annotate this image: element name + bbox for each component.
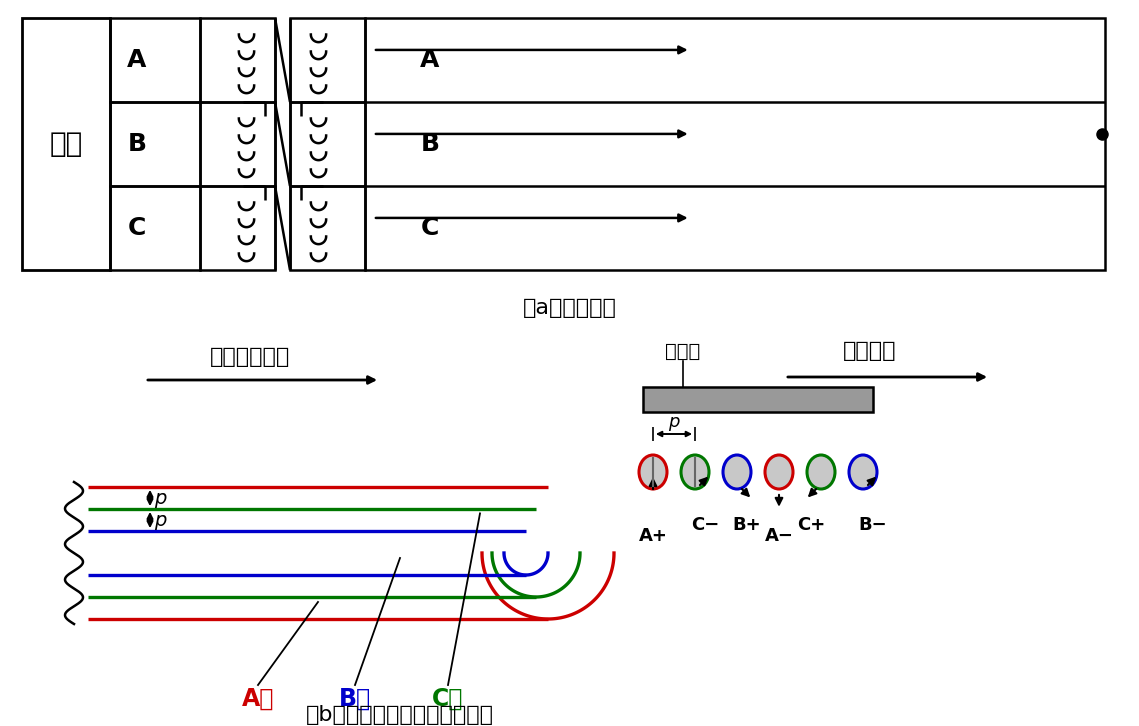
- Ellipse shape: [765, 455, 793, 489]
- Text: p: p: [154, 510, 166, 529]
- Bar: [200, 102, 274, 186]
- Ellipse shape: [808, 455, 835, 489]
- Bar: [110, 102, 200, 186]
- Text: B: B: [128, 132, 147, 156]
- Bar: [110, 18, 200, 102]
- Bar: [644, 387, 872, 412]
- Bar: [290, 18, 364, 102]
- Text: B相: B相: [339, 687, 371, 711]
- Text: C−: C−: [690, 515, 719, 534]
- Text: p: p: [669, 413, 680, 431]
- Text: B+: B+: [732, 515, 761, 534]
- Text: C: C: [128, 216, 146, 240]
- Bar: [22, 18, 110, 270]
- Ellipse shape: [639, 455, 667, 489]
- Bar: [200, 186, 274, 270]
- Text: A相: A相: [241, 687, 274, 711]
- Ellipse shape: [681, 455, 708, 489]
- Text: A−: A−: [764, 527, 794, 545]
- Text: p: p: [154, 489, 166, 507]
- Text: （a）等效电路: （a）等效电路: [523, 298, 617, 318]
- Text: 供电: 供电: [49, 130, 83, 158]
- Text: B: B: [420, 132, 440, 156]
- Text: 偏移方向: 偏移方向: [843, 341, 896, 361]
- Bar: [364, 18, 1105, 270]
- Bar: [290, 186, 364, 270]
- Bar: [290, 102, 364, 186]
- Text: C相: C相: [433, 687, 464, 711]
- Text: C: C: [420, 216, 440, 240]
- Text: B−: B−: [859, 515, 887, 534]
- Ellipse shape: [849, 455, 877, 489]
- Text: A: A: [128, 48, 147, 72]
- Text: 接收端: 接收端: [665, 341, 700, 361]
- Text: （b）磁耦合机构的结构示意图: （b）磁耦合机构的结构示意图: [306, 705, 494, 725]
- Bar: [110, 186, 200, 270]
- Text: A: A: [420, 48, 440, 72]
- Bar: [200, 18, 274, 102]
- Text: A+: A+: [639, 527, 667, 545]
- Text: C+: C+: [797, 515, 826, 534]
- Text: 车辆行馶方向: 车辆行馶方向: [210, 347, 290, 367]
- Ellipse shape: [723, 455, 751, 489]
